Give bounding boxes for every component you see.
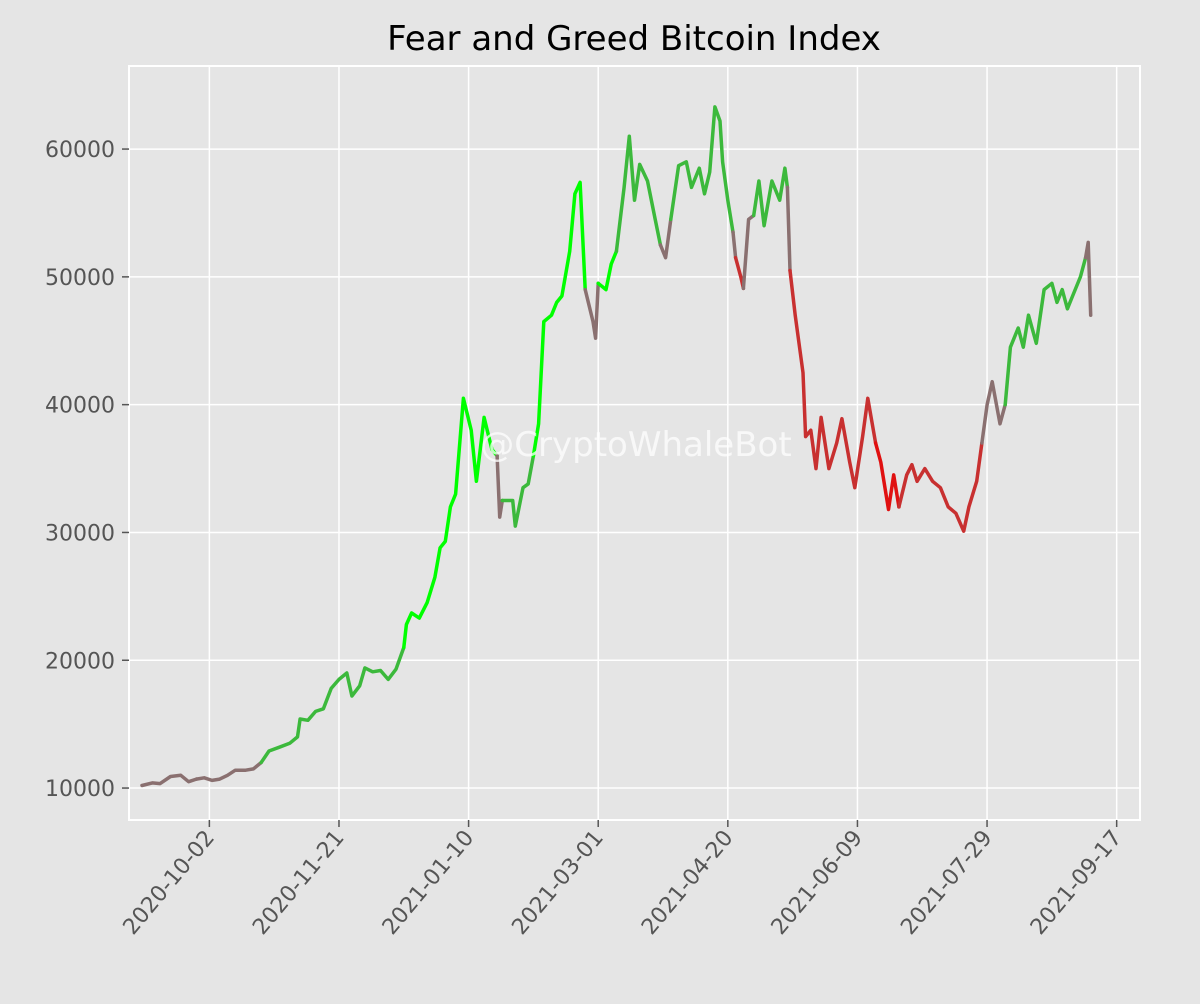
line-segment-extreme-greed: [596, 249, 619, 292]
line-segment-extreme-greed: [531, 180, 587, 458]
line-segment-neutral: [1083, 240, 1093, 317]
y-tick-label: 10000: [45, 777, 115, 802]
y-tick-label: 20000: [45, 649, 115, 674]
chart-title: Fear and Greed Bitcoin Index: [387, 19, 881, 59]
line-segment-greed: [669, 105, 735, 234]
x-tick-label: 2021-01-10: [378, 826, 479, 940]
line-segment-neutral: [741, 213, 756, 291]
x-axis: 2020-10-02 2020-11-21 2021-01-10 2021-03-01…: [119, 820, 1127, 940]
line-segment-fear: [788, 268, 878, 490]
line-segment-extreme-greed: [402, 396, 499, 650]
line-segment-neutral: [731, 230, 738, 260]
x-tick-label: 2021-06-09: [767, 826, 868, 940]
line-segment-greed: [1003, 255, 1088, 407]
line-segment-extreme-fear: [873, 441, 901, 512]
y-axis: 10000 20000 30000 40000 50000 60000: [45, 138, 129, 802]
line-segment-neutral: [785, 185, 792, 273]
line-segment-neutral: [658, 217, 673, 260]
y-tick-label: 40000: [45, 394, 115, 419]
x-tick-label: 2021-07-29: [896, 826, 997, 940]
line-segment-fear: [897, 441, 984, 533]
grid: [129, 66, 1140, 820]
line-segment-greed: [614, 134, 663, 254]
line-segment-greed: [259, 645, 406, 765]
y-tick-label: 60000: [45, 138, 115, 163]
line-segment-greed: [751, 166, 790, 228]
x-tick-label: 2020-10-02: [119, 826, 220, 940]
line-segment-neutral: [980, 379, 1007, 445]
line-segment-neutral: [140, 773, 199, 788]
x-tick-label: 2021-04-20: [637, 826, 738, 940]
price-line: [140, 105, 1093, 788]
x-tick-label: 2021-09-17: [1026, 826, 1127, 940]
x-tick-label: 2020-11-21: [248, 826, 349, 940]
line-segment-neutral: [495, 454, 505, 519]
y-tick-label: 50000: [45, 266, 115, 291]
watermark: @CryptoWhaleBot: [480, 425, 791, 465]
x-tick-label: 2021-03-01: [507, 826, 608, 940]
line-segment-greed: [500, 454, 536, 528]
line-segment-neutral: [194, 760, 263, 783]
y-tick-label: 30000: [45, 521, 115, 546]
line-segment-neutral: [583, 281, 600, 340]
